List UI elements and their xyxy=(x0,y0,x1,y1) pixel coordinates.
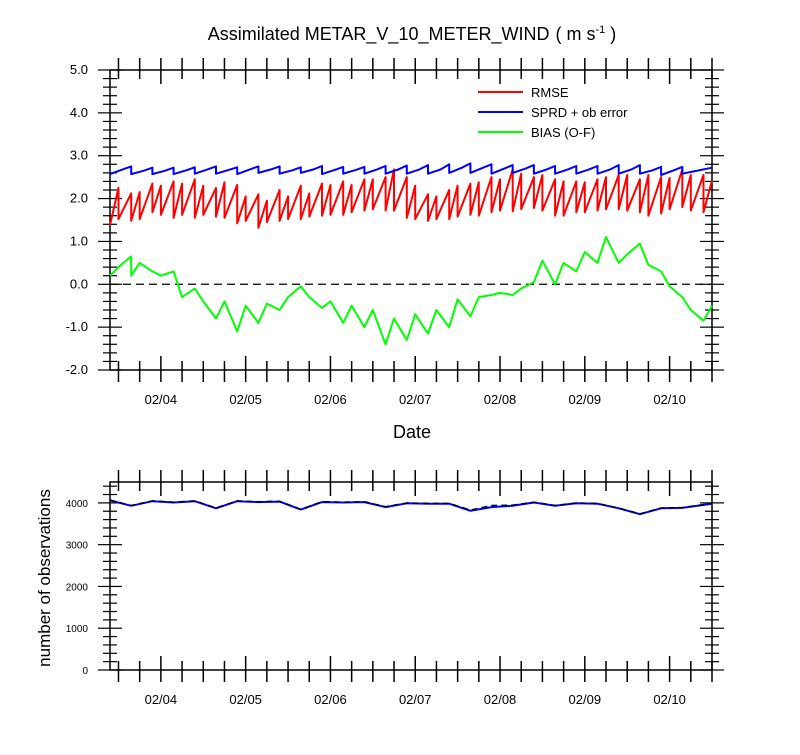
top-y-tick-label: 5.0 xyxy=(70,62,88,77)
legend-label: RMSE xyxy=(531,85,569,100)
chart-title-units-superscript: -1 xyxy=(595,24,605,36)
bottom-x-tick-label: 02/06 xyxy=(314,692,347,707)
top-plot-frame xyxy=(109,69,713,371)
legend-label: BIAS (O-F) xyxy=(531,125,595,140)
bottom-y-tick-label: 2000 xyxy=(66,582,89,593)
top-plot-panel: 02/04 02/05 02/06 02/07 02/08 02/09 02/10 -2.0 -… xyxy=(66,58,724,407)
bottom-x-tick-label: 02/10 xyxy=(653,692,686,707)
top-x-tick-label: 02/08 xyxy=(484,392,517,407)
top-x-tick-label: 02/05 xyxy=(229,392,262,407)
top-x-tick-label: 02/10 xyxy=(653,392,686,407)
chart-title: Assimilated METAR_V_10_METER_WIND( m s-1… xyxy=(208,24,617,45)
top-y-tick-label: 2.0 xyxy=(70,191,88,206)
bottom-x-ticks xyxy=(117,470,713,682)
top-series-line-2 xyxy=(109,236,713,346)
bottom-y-tick-label: 1000 xyxy=(66,624,89,635)
bottom-x-tick-label: 02/04 xyxy=(145,692,178,707)
bottom-y-tick-label: 0 xyxy=(82,666,88,677)
bottom-y-tick-label: 4000 xyxy=(66,499,89,510)
legend-label: SPRD + ob error xyxy=(531,105,628,120)
bottom-y-tick-label: 3000 xyxy=(66,541,89,552)
bottom-x-tick-label: 02/05 xyxy=(229,692,262,707)
bottom-plot-panel: 02/04 02/05 02/06 02/07 02/08 02/09 02/10 0 1000… xyxy=(66,470,724,707)
top-x-ticks xyxy=(117,58,713,382)
bottom-series-line-1 xyxy=(109,499,713,515)
top-y-tick-label: 4.0 xyxy=(70,105,88,120)
top-y-tick-label: 0.0 xyxy=(70,276,88,291)
chart-title-units-end: ) xyxy=(605,24,616,44)
top-y-tick-label: 3.0 xyxy=(70,148,88,163)
top-y-tick-label: 1.0 xyxy=(70,233,88,248)
top-x-tick-label: 02/09 xyxy=(569,392,602,407)
chart-title-units: ( m s xyxy=(555,24,595,44)
bottom-y-ticks xyxy=(98,485,724,671)
bottom-x-tick-label: 02/09 xyxy=(569,692,602,707)
bottom-x-tick-label: 02/08 xyxy=(484,692,517,707)
x-axis-label: Date xyxy=(393,422,431,442)
top-x-tick-label: 02/06 xyxy=(314,392,347,407)
top-x-tick-label: 02/04 xyxy=(145,392,178,407)
y-axis-label-observations: number of observations xyxy=(35,489,54,667)
chart-legend: RMSE SPRD + ob error BIAS (O-F) xyxy=(478,85,628,140)
bottom-x-tick-label: 02/07 xyxy=(399,692,432,707)
top-y-ticks xyxy=(98,69,724,371)
top-y-tick-label: -2.0 xyxy=(66,362,88,377)
top-series-line-1 xyxy=(109,162,713,176)
bottom-plot-frame xyxy=(109,481,713,671)
chart-title-text: Assimilated METAR_V_10_METER_WIND xyxy=(208,24,550,45)
top-y-tick-label: -1.0 xyxy=(66,319,88,334)
top-x-tick-label: 02/07 xyxy=(399,392,432,407)
top-series-line-0 xyxy=(109,168,713,229)
